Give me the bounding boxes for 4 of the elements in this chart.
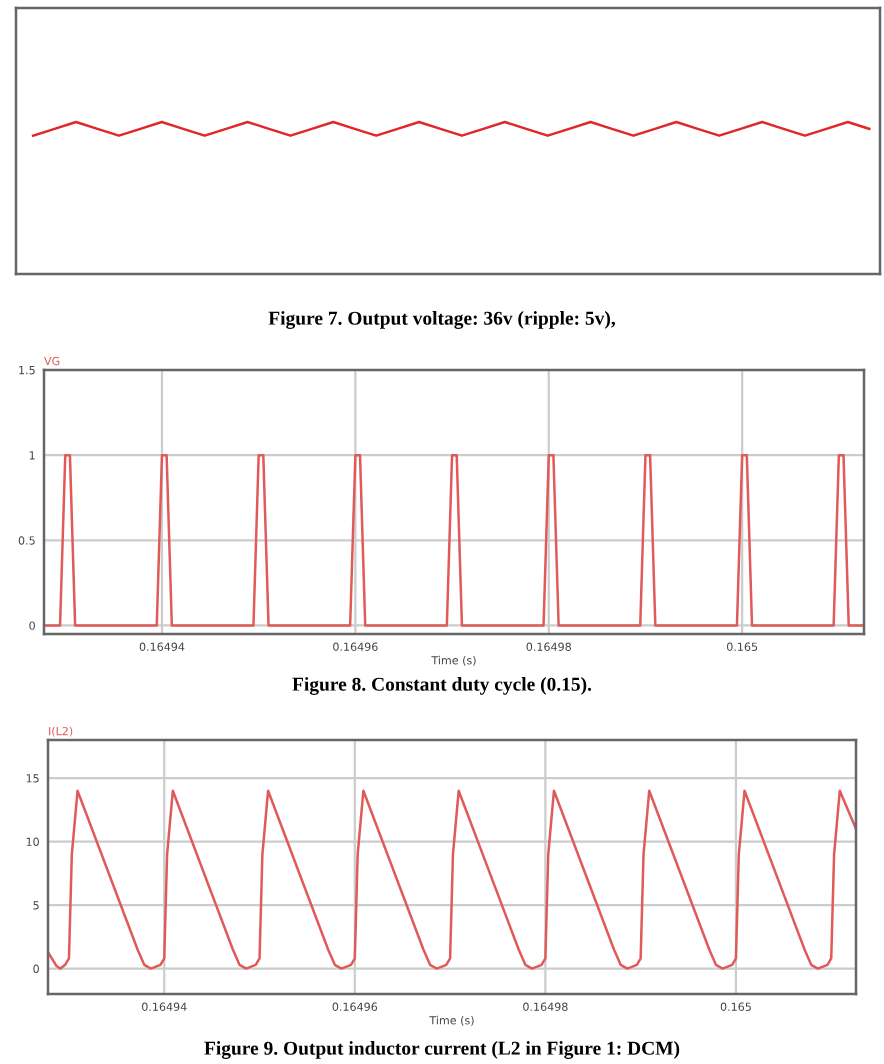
text: Figure 7. Output voltage: 36v (ripple: 5v), — [268, 311, 615, 329]
text: Figure 9. Output inductor current (L2 in Figure 1: DCM) — [204, 1041, 680, 1059]
text: Figure 8. Constant duty cycle (0.15). — [292, 677, 592, 695]
line-series — [48, 789, 856, 970]
